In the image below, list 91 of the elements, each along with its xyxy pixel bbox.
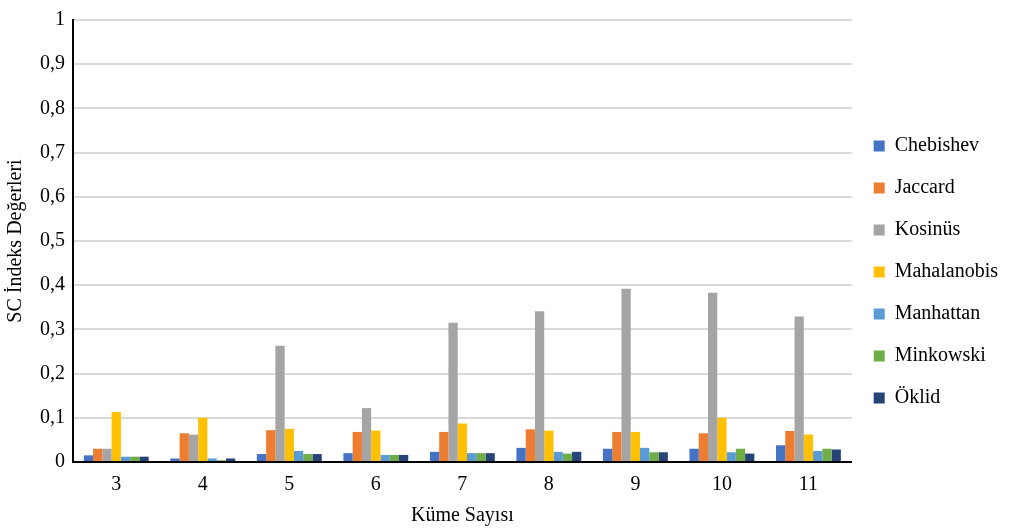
bar — [102, 448, 112, 461]
bar — [93, 448, 103, 461]
bar — [399, 454, 409, 461]
bar — [207, 458, 217, 461]
bar — [735, 448, 746, 461]
bar — [303, 454, 313, 461]
bar — [708, 292, 718, 461]
bar — [275, 345, 285, 461]
legend-label: Mahalanobis — [894, 259, 999, 282]
bar — [717, 417, 727, 461]
bar — [130, 456, 140, 461]
y-tick-label: 1 — [55, 7, 65, 30]
bar — [745, 453, 755, 461]
bar — [439, 431, 449, 461]
bar — [111, 412, 121, 461]
y-tick-label: 0,2 — [40, 360, 65, 383]
bar — [188, 434, 199, 461]
bar — [572, 451, 582, 461]
y-tick-label: 0,5 — [40, 228, 65, 251]
legend-label: Manhattan — [894, 301, 981, 324]
x-tick-label: 8 — [543, 472, 554, 495]
bar — [120, 456, 131, 461]
bar — [630, 431, 641, 461]
bar — [516, 447, 526, 461]
bar — [649, 452, 659, 461]
bar — [485, 453, 495, 461]
y-tick-label: 0,4 — [40, 272, 65, 295]
bar — [448, 322, 458, 461]
x-tick-label: 5 — [284, 472, 295, 495]
legend-label: Öklid — [894, 385, 941, 408]
bar — [775, 445, 786, 461]
x-tick-label: 10 — [711, 472, 732, 495]
bar — [803, 434, 814, 461]
bar — [476, 453, 486, 461]
bar — [284, 428, 294, 461]
bar — [640, 447, 650, 461]
legend-label: Kosinüs — [894, 217, 961, 240]
bar — [658, 452, 668, 461]
x-tick-label: 6 — [370, 472, 381, 495]
legend-label: Minkowski — [894, 343, 987, 366]
bar — [389, 454, 399, 461]
bar — [352, 431, 362, 461]
bar — [312, 454, 322, 461]
y-tick-label: 0,9 — [40, 51, 65, 74]
x-tick-label: 7 — [457, 472, 468, 495]
bar — [621, 288, 631, 461]
bar — [256, 454, 267, 461]
bar — [525, 429, 535, 461]
bar — [343, 453, 353, 461]
bar — [553, 451, 563, 461]
bar — [726, 452, 736, 461]
bar — [380, 454, 390, 461]
bar — [266, 430, 276, 461]
y-tick-label: 0 — [55, 449, 65, 472]
bar — [293, 450, 304, 461]
bar — [198, 417, 208, 461]
y-tick-label: 0,7 — [40, 139, 65, 162]
y-tick-label: 0,6 — [40, 184, 65, 207]
x-tick-label: 3 — [111, 472, 122, 495]
y-tick-label: 0,3 — [40, 316, 65, 339]
bar — [794, 316, 804, 461]
legend-label: Jaccard — [894, 175, 955, 198]
bar — [225, 458, 236, 461]
y-tick-label: 0,1 — [40, 405, 65, 428]
bar — [466, 453, 477, 461]
x-tick-label: 11 — [798, 472, 819, 495]
bar — [83, 455, 94, 461]
bar — [179, 433, 189, 461]
bar — [822, 448, 832, 461]
bar — [361, 408, 372, 461]
bar — [698, 433, 708, 461]
bar — [562, 453, 573, 461]
x-axis-title: Küme Sayısı — [410, 503, 515, 527]
bar — [612, 431, 622, 461]
bar — [785, 431, 795, 461]
bar — [139, 456, 149, 461]
bar — [457, 423, 467, 461]
bar — [689, 448, 699, 461]
x-tick-label: 4 — [197, 472, 208, 495]
legend-label: Chebishev — [894, 133, 980, 156]
bar — [544, 430, 554, 461]
bar — [429, 451, 440, 461]
bar — [602, 448, 613, 461]
bar — [534, 311, 545, 461]
x-tick-label: 9 — [630, 472, 641, 495]
bar — [831, 449, 841, 461]
bar — [170, 458, 180, 461]
y-tick-label: 0,8 — [40, 95, 65, 118]
bar — [371, 430, 381, 461]
y-axis-title: SC İndeks Değerleri — [3, 158, 27, 323]
bar — [813, 450, 823, 461]
